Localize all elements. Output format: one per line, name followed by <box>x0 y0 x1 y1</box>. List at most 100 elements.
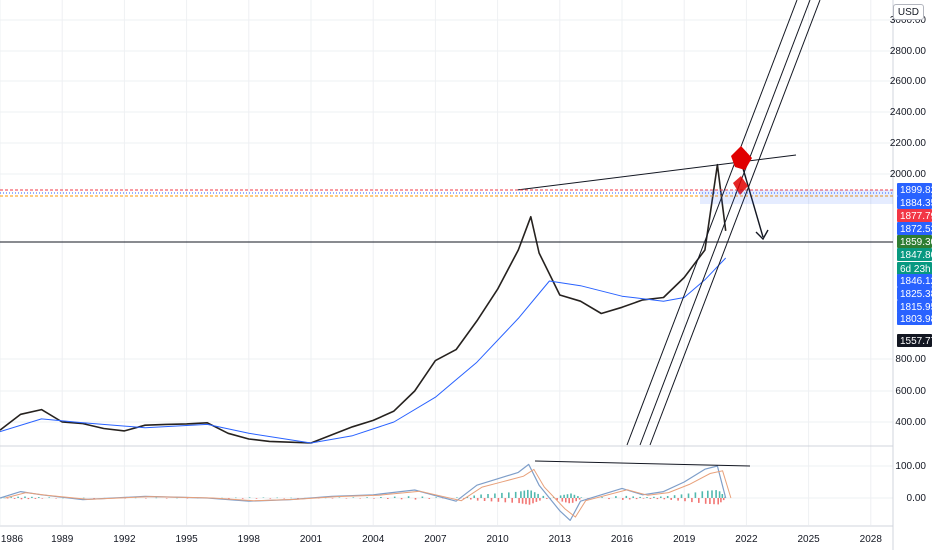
histogram-bar <box>521 498 524 504</box>
histogram-bar <box>34 498 37 499</box>
histogram-bar <box>684 498 686 502</box>
histogram-bar <box>176 497 178 499</box>
series-lines <box>0 163 732 522</box>
trend-drawings <box>0 0 893 467</box>
histogram-bar <box>276 497 278 499</box>
histogram-bar <box>608 498 610 500</box>
zone-box <box>700 190 893 204</box>
histogram-bar <box>421 496 424 498</box>
histogram-bar <box>563 494 565 498</box>
histogram-bar <box>248 497 251 498</box>
histogram-bar <box>55 498 57 499</box>
histogram-bar <box>366 497 368 498</box>
histogram-bar <box>673 495 676 498</box>
price-badge <box>897 235 932 248</box>
price-badge-label: 1877.79 <box>900 211 932 222</box>
histogram-bar <box>530 490 532 498</box>
oscillator-tick-label: 0.00 <box>907 493 927 504</box>
histogram-bar <box>535 498 538 502</box>
time-tick-label: 2013 <box>549 534 572 545</box>
histogram-bar <box>580 497 583 498</box>
time-tick-label: 2022 <box>735 534 758 545</box>
price-badge <box>897 274 932 287</box>
histogram-bar <box>494 493 496 498</box>
histogram-bar <box>504 498 507 503</box>
histogram-bar <box>573 494 576 498</box>
histogram-bar <box>235 497 237 499</box>
histogram-bar <box>561 498 564 502</box>
price-badge-label: 1847.80 <box>900 250 932 261</box>
histogram-bar <box>456 497 458 498</box>
histogram-bar <box>338 497 341 498</box>
histogram-bar <box>38 497 40 498</box>
histogram-bar <box>642 498 645 499</box>
series-oscillator-signal <box>5 468 732 518</box>
price-badge-label: 1825.38 <box>900 289 932 300</box>
histogram-bar <box>359 498 361 499</box>
histogram-bar <box>490 498 493 502</box>
histogram-bar <box>414 498 417 500</box>
histogram-bar <box>331 498 334 499</box>
price-badge-label: 1884.35 <box>900 198 932 209</box>
price-badge-label: 1846.12 <box>900 276 932 287</box>
histogram-bar <box>707 490 709 498</box>
histogram-bar <box>3 497 6 499</box>
histogram-bar <box>565 498 567 503</box>
histogram-bar <box>578 498 581 500</box>
histogram-bar <box>165 498 168 499</box>
histogram-bar <box>297 498 299 499</box>
histogram-bar <box>632 496 634 498</box>
histogram-bar <box>559 495 562 498</box>
price-tick-label: 2000.00 <box>890 169 927 180</box>
price-badge-label: 1803.98 <box>900 314 932 325</box>
price-badge <box>897 209 932 222</box>
histogram-bar <box>694 492 697 498</box>
time-tick-label: 2016 <box>611 534 634 545</box>
currency-label[interactable]: USD <box>892 4 924 20</box>
histogram-bar <box>393 496 396 498</box>
sell-marker-2 <box>733 176 748 195</box>
histogram-bar <box>520 491 522 498</box>
histogram-bar <box>709 498 711 504</box>
histogram-bar <box>570 493 572 498</box>
time-tick-label: 1986 <box>1 534 24 545</box>
histogram-bar <box>711 490 713 498</box>
histogram-bar <box>345 498 348 499</box>
histogram-bar <box>568 498 570 504</box>
histogram-bar <box>20 498 23 500</box>
histogram-bar <box>670 498 672 500</box>
price-tick-label: 2400.00 <box>890 107 927 118</box>
histogram-bar <box>407 496 410 498</box>
price-tick-label: 2800.00 <box>890 46 927 57</box>
histogram-bar <box>501 492 503 498</box>
histogram-bar <box>428 498 431 499</box>
price-tick-label: 400.00 <box>895 417 926 428</box>
histogram-bar <box>483 498 486 501</box>
histogram-bar <box>666 496 669 498</box>
histogram-bar <box>134 497 137 499</box>
histogram-bar <box>653 496 655 498</box>
price-badge <box>897 248 932 261</box>
histogram-bar <box>713 498 715 505</box>
histogram-bar <box>601 497 603 498</box>
price-badge-label: 1859.30 <box>900 237 932 248</box>
histogram-bar <box>470 498 472 500</box>
histogram-bar <box>691 498 693 503</box>
histogram-bar <box>186 498 189 499</box>
histogram-bar <box>677 498 679 501</box>
histogram-bar <box>715 490 717 498</box>
histogram-bar <box>93 498 95 499</box>
histogram-bar <box>615 496 617 498</box>
histogram-bar <box>27 498 30 500</box>
price-tick-label: 2200.00 <box>890 138 927 149</box>
histogram-bar <box>255 498 258 499</box>
histogram-bar <box>577 496 579 498</box>
histogram-bar <box>124 498 126 499</box>
histogram-bar <box>546 498 548 499</box>
histogram-bar <box>221 497 223 499</box>
histogram-bar <box>721 494 724 498</box>
histogram-bar <box>373 498 375 499</box>
histogram-bar <box>497 498 500 502</box>
series-moving_average <box>0 257 727 444</box>
